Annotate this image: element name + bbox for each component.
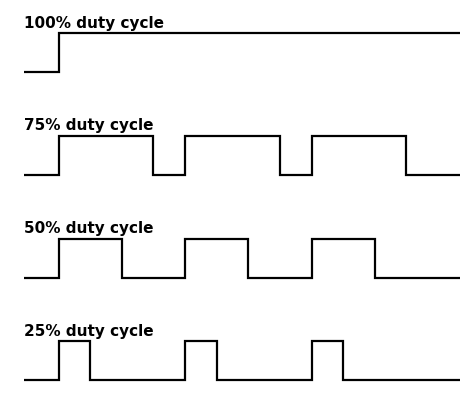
Text: 100% duty cycle: 100% duty cycle [24, 16, 164, 31]
Text: 50% duty cycle: 50% duty cycle [24, 221, 153, 236]
Text: 75% duty cycle: 75% duty cycle [24, 119, 153, 133]
Text: 25% duty cycle: 25% duty cycle [24, 324, 153, 339]
